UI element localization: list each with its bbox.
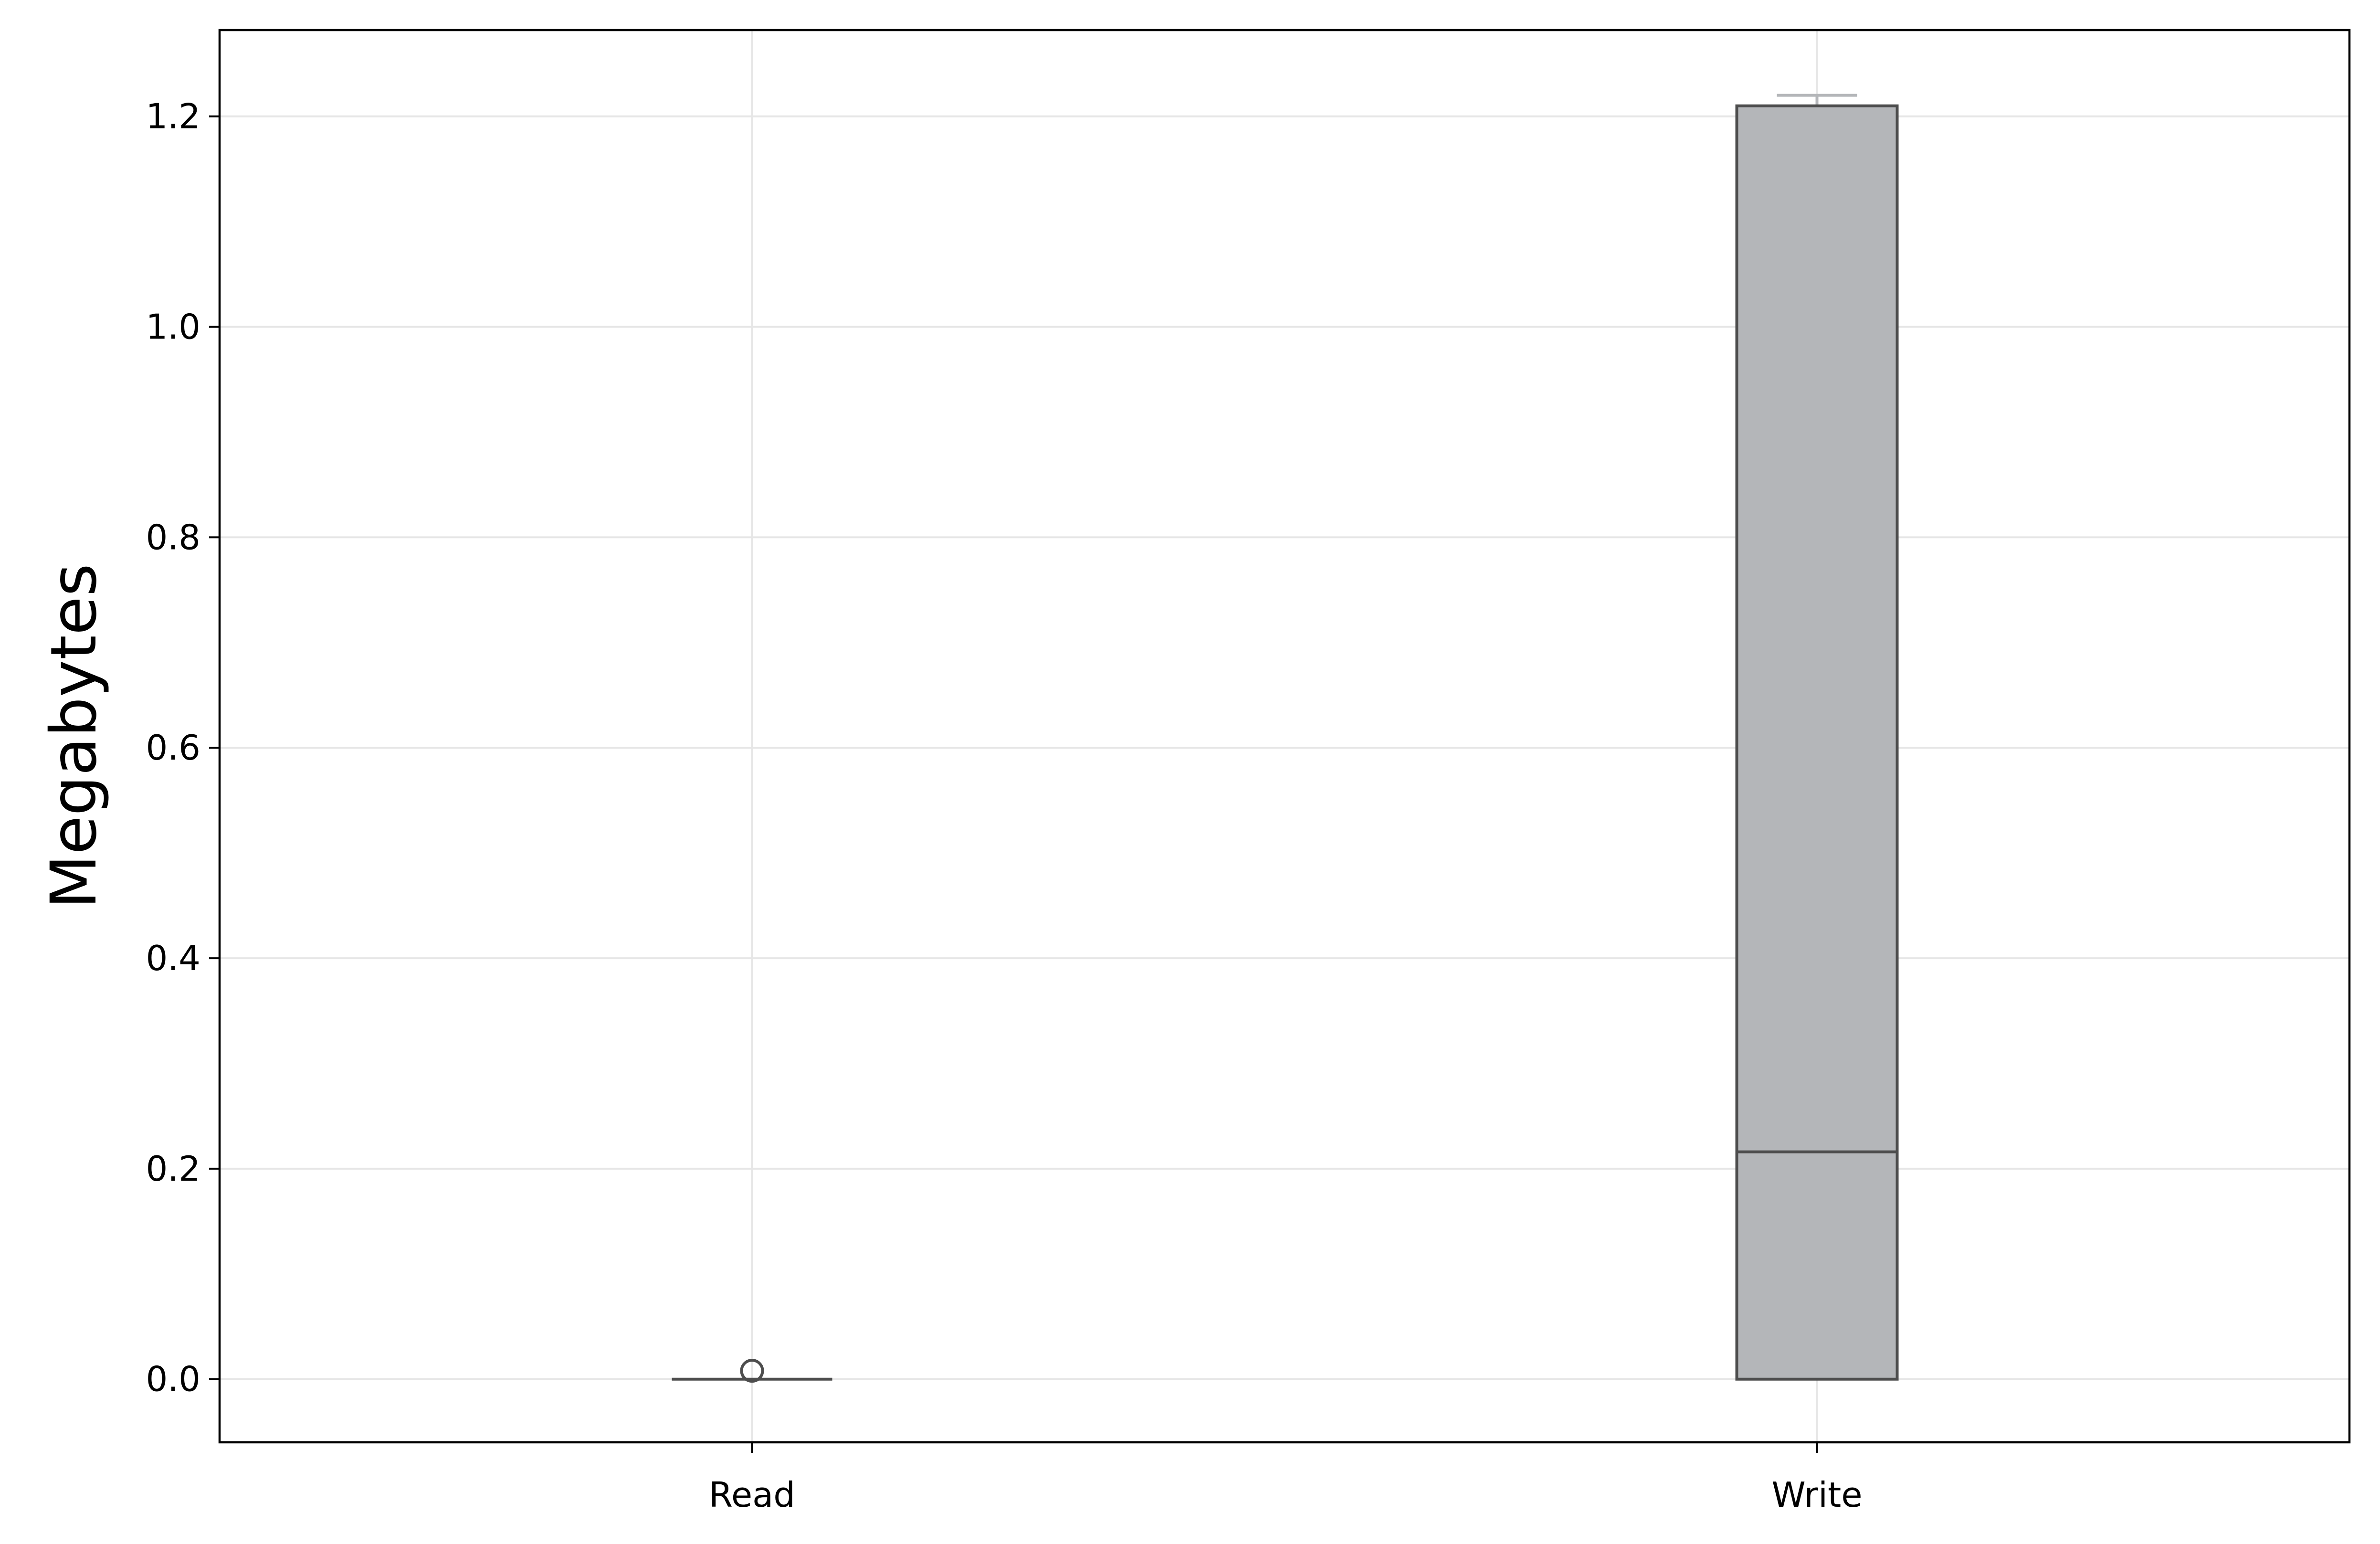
y-tick-label: 0.4 [146,938,200,978]
y-tick-label: 0.2 [146,1149,200,1189]
axis-ticks: 0.0 0.2 0.4 0.6 0.8 1.0 1.2 Read Write [146,96,1862,1515]
outlier-point [740,1359,764,1383]
y-tick-label: 1.0 [146,307,200,347]
box-body [1735,104,1899,1381]
x-tick-label: Read [709,1475,795,1515]
box-read [672,1359,832,1383]
x-tick-label: Write [1771,1475,1862,1515]
y-tick-label: 0.0 [146,1359,200,1399]
box-series [672,94,1899,1383]
plot-area-frame [218,29,2351,1444]
y-axis-title: Megabytes [37,563,111,909]
y-tick-label: 0.8 [146,517,200,557]
box-write [1735,94,1899,1381]
y-tick-label: 0.6 [146,728,200,768]
y-tick-label: 1.2 [146,96,200,137]
